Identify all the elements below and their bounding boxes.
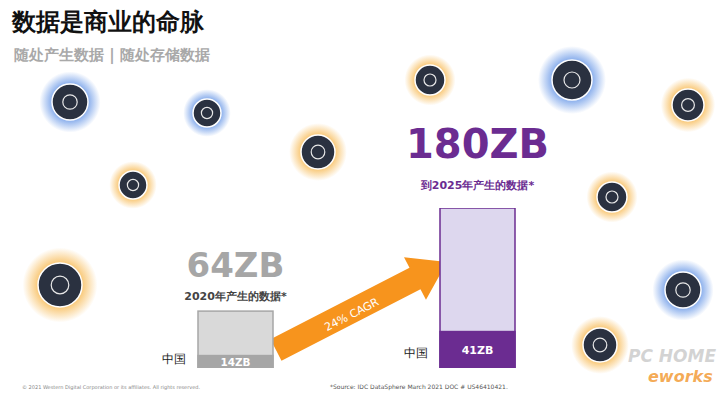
icon-glyph [311,145,325,159]
icon [665,272,701,308]
source: *Source: IDC DataSphere March 2021 DOC #… [330,383,508,391]
icon-glyph [424,74,436,86]
watermark: eworks [648,367,713,386]
series-name: 中国 [404,346,428,360]
china-bar [198,356,273,368]
icon-glow [661,78,715,132]
icon-glow [39,71,100,132]
icons [23,46,716,374]
icon-glow [587,172,638,223]
icon [38,263,82,307]
total-bar [198,311,273,368]
bars [198,208,515,368]
category-label: 到2025年产生的数据* [420,179,535,192]
footer: © 2021 Western Digital Corporation or it… [22,384,200,391]
icon [52,84,88,120]
growth-arrow [271,257,447,361]
icon [583,328,617,362]
title: 数据是商业的命脉 [11,8,205,36]
icon-glyph [676,283,690,297]
annotation: 24% CAGR [322,295,381,334]
icon-glow [23,248,98,323]
china-bar [440,332,515,368]
icon-glow [405,55,456,106]
total-label: 180ZB [406,121,549,167]
total-label: 64ZB [187,245,285,285]
watermark: PC HOME [628,346,716,366]
icon [552,60,592,100]
icon-glyph [606,191,618,203]
subtitle: 随处产生数据 | 随处存储数据 [14,46,210,65]
icon-glow [652,259,713,320]
icon-glyph [682,99,695,112]
icon-glow [538,46,606,114]
icon [193,99,221,127]
icon-glow [183,89,231,137]
series-name: 中国 [162,352,186,366]
icon-glyph [51,276,69,294]
icon-glyph [63,95,77,109]
icon-glow [289,123,347,181]
labels: 64ZB 2020年产生的数据* 14ZB 中国 180ZB 到2025年产生的数据* 41… [162,121,549,368]
china-label: 41ZB [462,344,494,357]
icon [301,135,335,169]
icon-glyph [201,107,212,118]
icon [415,65,445,95]
slide: 数据是商业的命脉随处产生数据 | 随处存储数据 64ZB 2020年产生的数据* 14… [0,0,718,394]
icon-glow [571,316,629,374]
icon [672,89,704,121]
icon [119,171,147,199]
icon-glyph [564,72,580,88]
category-label: 2020年产生的数据* [184,290,287,303]
icon-glyph [593,338,607,352]
china-label: 14ZB [220,356,250,368]
icon-glyph [127,179,138,190]
icon-glow [109,161,157,209]
icon [597,182,627,212]
total-bar [440,208,515,368]
